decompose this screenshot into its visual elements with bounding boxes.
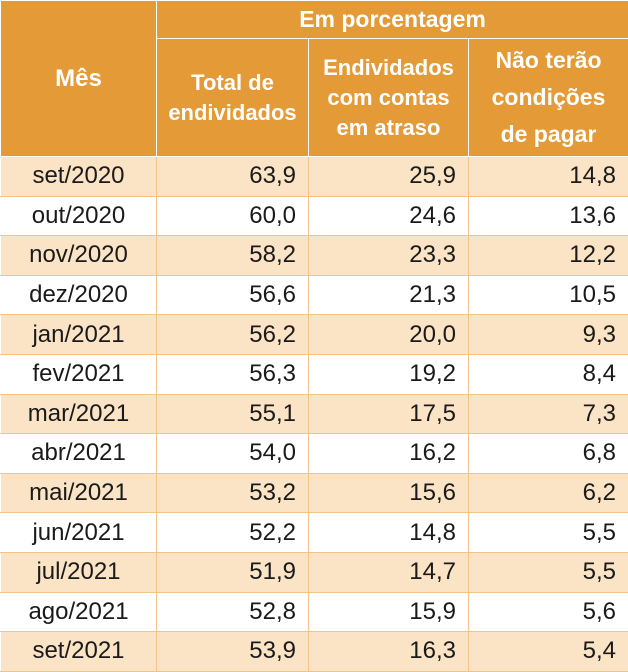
nao-pagar-cell: 6,2 <box>469 473 628 513</box>
header-line: Total de <box>157 68 308 98</box>
nao-pagar-cell: 13,6 <box>469 196 628 236</box>
month-cell: out/2020 <box>1 196 157 236</box>
atraso-cell: 16,2 <box>309 434 469 474</box>
header-line: de pagar <box>469 116 628 153</box>
atraso-cell: 19,2 <box>309 354 469 394</box>
total-cell: 56,6 <box>157 275 309 315</box>
table-header: Mês Em porcentagem Total de endividados … <box>1 1 628 157</box>
nao-pagar-cell: 5,6 <box>469 592 628 632</box>
month-cell: dez/2020 <box>1 275 157 315</box>
month-cell: jul/2021 <box>1 552 157 592</box>
month-cell: set/2020 <box>1 157 157 197</box>
month-cell: set/2021 <box>1 632 157 672</box>
month-cell: jan/2021 <box>1 315 157 355</box>
month-cell: ago/2021 <box>1 592 157 632</box>
header-line: Endividados <box>309 53 468 83</box>
header-line: Não terão <box>469 42 628 79</box>
atraso-cell: 16,3 <box>309 632 469 672</box>
total-cell: 63,9 <box>157 157 309 197</box>
nao-pagar-cell: 14,8 <box>469 157 628 197</box>
table-row: ago/2021 52,8 15,9 5,6 <box>1 592 628 632</box>
contas-atraso-header: Endividados com contas em atraso <box>309 39 469 157</box>
atraso-cell: 25,9 <box>309 157 469 197</box>
table-row: set/2020 63,9 25,9 14,8 <box>1 157 628 197</box>
atraso-cell: 15,6 <box>309 473 469 513</box>
table-row: mai/2021 53,2 15,6 6,2 <box>1 473 628 513</box>
total-cell: 52,8 <box>157 592 309 632</box>
table-row: set/2021 53,9 16,3 5,4 <box>1 632 628 672</box>
atraso-cell: 15,9 <box>309 592 469 632</box>
nao-pagar-cell: 6,8 <box>469 434 628 474</box>
table-body: set/2020 63,9 25,9 14,8 out/2020 60,0 24… <box>1 157 628 672</box>
month-cell: fev/2021 <box>1 354 157 394</box>
table-row: fev/2021 56,3 19,2 8,4 <box>1 354 628 394</box>
month-cell: mai/2021 <box>1 473 157 513</box>
nao-pagar-cell: 7,3 <box>469 394 628 434</box>
atraso-cell: 20,0 <box>309 315 469 355</box>
table-row: mar/2021 55,1 17,5 7,3 <box>1 394 628 434</box>
nao-pagar-cell: 12,2 <box>469 236 628 276</box>
total-cell: 55,1 <box>157 394 309 434</box>
total-cell: 53,9 <box>157 632 309 672</box>
atraso-cell: 14,7 <box>309 552 469 592</box>
nao-pagar-cell: 9,3 <box>469 315 628 355</box>
header-line: endividados <box>157 98 308 128</box>
percentage-group-header: Em porcentagem <box>157 1 628 39</box>
total-cell: 60,0 <box>157 196 309 236</box>
nao-pagar-cell: 5,4 <box>469 632 628 672</box>
header-line: condições <box>469 79 628 116</box>
total-cell: 56,3 <box>157 354 309 394</box>
table-row: jul/2021 51,9 14,7 5,5 <box>1 552 628 592</box>
table-row: out/2020 60,0 24,6 13,6 <box>1 196 628 236</box>
atraso-cell: 24,6 <box>309 196 469 236</box>
nao-terao-condicoes-header: Não terão condições de pagar <box>469 39 628 157</box>
header-line: com contas <box>309 83 468 113</box>
total-cell: 56,2 <box>157 315 309 355</box>
month-cell: nov/2020 <box>1 236 157 276</box>
total-cell: 54,0 <box>157 434 309 474</box>
table-row: jan/2021 56,2 20,0 9,3 <box>1 315 628 355</box>
nao-pagar-cell: 5,5 <box>469 513 628 553</box>
atraso-cell: 21,3 <box>309 275 469 315</box>
header-line: em atraso <box>309 113 468 143</box>
total-cell: 53,2 <box>157 473 309 513</box>
table-row: jun/2021 52,2 14,8 5,5 <box>1 513 628 553</box>
month-cell: mar/2021 <box>1 394 157 434</box>
table-row: abr/2021 54,0 16,2 6,8 <box>1 434 628 474</box>
total-cell: 51,9 <box>157 552 309 592</box>
nao-pagar-cell: 8,4 <box>469 354 628 394</box>
total-cell: 58,2 <box>157 236 309 276</box>
total-cell: 52,2 <box>157 513 309 553</box>
nao-pagar-cell: 5,5 <box>469 552 628 592</box>
month-cell: jun/2021 <box>1 513 157 553</box>
atraso-cell: 23,3 <box>309 236 469 276</box>
total-endividados-header: Total de endividados <box>157 39 309 157</box>
table-row: dez/2020 56,6 21,3 10,5 <box>1 275 628 315</box>
atraso-cell: 14,8 <box>309 513 469 553</box>
nao-pagar-cell: 10,5 <box>469 275 628 315</box>
table-row: nov/2020 58,2 23,3 12,2 <box>1 236 628 276</box>
month-column-header: Mês <box>1 1 157 157</box>
month-cell: abr/2021 <box>1 434 157 474</box>
atraso-cell: 17,5 <box>309 394 469 434</box>
